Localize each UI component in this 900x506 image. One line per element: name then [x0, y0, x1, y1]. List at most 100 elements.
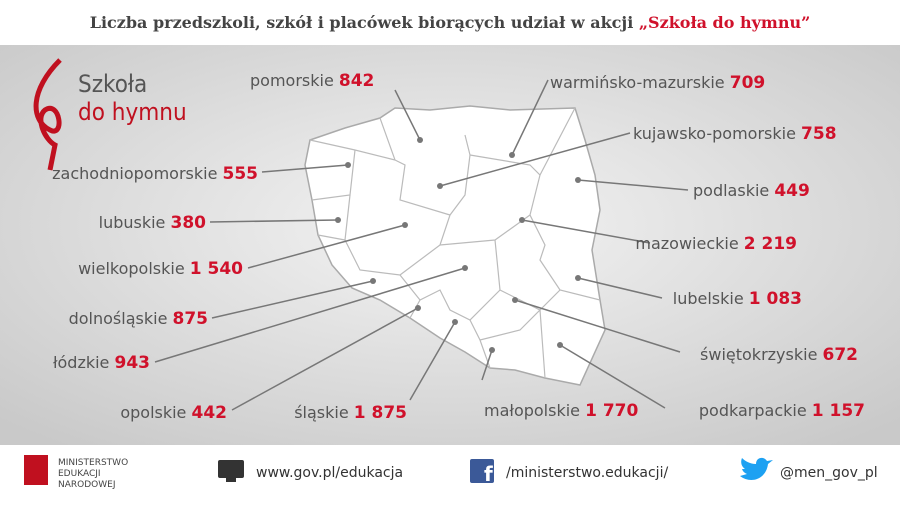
region-border — [399, 274, 501, 321]
region-label: lubuskie 380 — [99, 213, 207, 233]
facebook-f: f — [484, 462, 493, 486]
region-label: wielkopolskie 1 540 — [78, 259, 243, 279]
region-border — [529, 174, 601, 301]
region-value: 1 770 — [585, 401, 638, 421]
region-name: dolnośląskie — [69, 309, 168, 328]
ministry-line: MINISTERSTWO — [58, 458, 128, 468]
region-dot — [557, 342, 563, 348]
logo-line2: do hymnu — [78, 98, 187, 126]
ministry-emblem — [24, 455, 48, 485]
footer-band — [0, 445, 900, 506]
region-value: 1 083 — [749, 289, 802, 309]
country-outline — [304, 105, 606, 386]
region-label: kujawsko-pomorskie 758 — [633, 124, 837, 144]
region-value: 1 875 — [354, 403, 407, 423]
region-value: 449 — [774, 181, 810, 201]
region-dot — [452, 319, 458, 325]
twitter: @men_gov_pl — [780, 465, 878, 481]
region-name: podkarpackie — [699, 401, 807, 420]
region-value: 555 — [223, 164, 259, 184]
monitor-icon-stand — [226, 478, 236, 482]
leader-line — [439, 132, 631, 187]
facebook: /ministerstwo.edukacji/ — [506, 465, 668, 481]
leader-line — [559, 344, 666, 409]
region-value: 709 — [730, 73, 766, 93]
leader-line — [247, 224, 406, 269]
region-value: 875 — [173, 309, 209, 329]
logo: Szkoła do hymnu — [33, 58, 187, 171]
leader-line — [409, 321, 456, 401]
ministry-line: NARODOWEJ — [58, 480, 115, 490]
region-value: 758 — [801, 124, 837, 144]
region-label: podlaskie 449 — [693, 181, 810, 201]
region-name: opolskie — [120, 403, 186, 422]
logo-clef — [33, 58, 62, 171]
region-name: śląskie — [294, 403, 348, 422]
region-value: 1 157 — [812, 401, 865, 421]
map — [304, 105, 606, 386]
region-label: świętokrzyskie 672 — [700, 345, 858, 365]
region-border — [379, 117, 471, 216]
region-value: 672 — [823, 345, 859, 365]
region-name: małopolskie — [484, 401, 580, 420]
leader-line — [231, 307, 419, 411]
region-dot — [437, 183, 443, 189]
region-value: 2 219 — [744, 234, 797, 254]
region-dot — [575, 177, 581, 183]
leader-line — [577, 277, 663, 299]
region-name: warmińsko-mazurskie — [550, 73, 725, 92]
region-value: 442 — [192, 403, 228, 423]
region-value: 943 — [115, 353, 151, 373]
region-name: lubuskie — [99, 213, 166, 232]
region-label: małopolskie 1 770 — [484, 401, 639, 421]
region-dot — [512, 297, 518, 303]
region-dot — [509, 152, 515, 158]
region-name: pomorskie — [250, 71, 334, 90]
leader-line — [211, 280, 374, 319]
region-label: mazowieckie 2 219 — [635, 234, 797, 254]
region-name: kujawsko-pomorskie — [633, 124, 796, 143]
region-border — [479, 308, 546, 379]
region-name: świętokrzyskie — [700, 345, 817, 364]
region-name: lubelskie — [673, 289, 744, 308]
region-label: dolnośląskie 875 — [69, 309, 208, 329]
region-label: podkarpackie 1 157 — [699, 401, 865, 421]
region-dot — [462, 265, 468, 271]
region-name: podlaskie — [693, 181, 769, 200]
header-band — [0, 0, 900, 45]
region-labels: pomorskie 842 warmińsko-mazurskie 709 kuja… — [52, 71, 865, 423]
region-name: łódzkie — [53, 353, 109, 372]
region-border — [469, 107, 576, 177]
leader-line — [577, 179, 689, 191]
footer: MINISTERSTWO EDUKACJI NARODOWEJ www.gov.… — [24, 455, 878, 490]
region-dot — [402, 222, 408, 228]
region-label: opolskie 442 — [120, 403, 227, 423]
region-dot — [370, 278, 376, 284]
facebook-icon — [470, 459, 494, 483]
region-value: 842 — [339, 71, 375, 91]
leader-line — [394, 89, 421, 141]
region-dot — [519, 217, 525, 223]
region-label: warmińsko-mazurskie 709 — [550, 73, 765, 93]
region-label: śląskie 1 875 — [294, 403, 407, 423]
region-dot — [335, 217, 341, 223]
title-text: Liczba przedszkoli, szkół i placówek bio… — [90, 13, 639, 32]
region-name: zachodniopomorskie — [52, 164, 217, 183]
leader-line — [209, 219, 339, 223]
website: www.gov.pl/edukacja — [256, 465, 403, 481]
region-dot — [575, 275, 581, 281]
logo-line1: Szkoła — [78, 70, 147, 98]
region-label: zachodniopomorskie 555 — [52, 164, 258, 184]
region-name: mazowieckie — [635, 234, 738, 253]
region-name: wielkopolskie — [78, 259, 185, 278]
leader-line — [521, 219, 651, 244]
region-value: 380 — [171, 213, 207, 233]
region-dot — [345, 162, 351, 168]
monitor-icon — [218, 460, 244, 478]
leader-line — [511, 79, 549, 156]
leader-line — [481, 349, 493, 381]
region-dot — [489, 347, 495, 353]
region-dot — [415, 305, 421, 311]
